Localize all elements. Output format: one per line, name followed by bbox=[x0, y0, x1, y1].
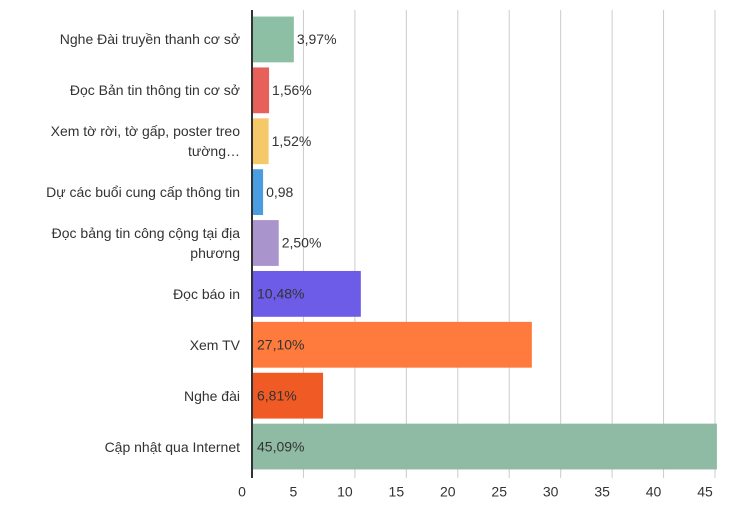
category-text: Đọc Bản tin thông tin cơ sở bbox=[69, 82, 240, 99]
bar bbox=[253, 118, 269, 165]
category-text: Đọc báo in bbox=[173, 285, 240, 302]
value-label: 2,50% bbox=[282, 235, 322, 251]
x-tick-label: 15 bbox=[389, 484, 405, 500]
bar bbox=[253, 423, 717, 470]
x-tick-label: 35 bbox=[594, 484, 610, 500]
bar bbox=[253, 220, 279, 266]
x-tick-label: 30 bbox=[543, 484, 559, 500]
bar bbox=[253, 372, 324, 419]
category-text: Đọc bảng tin công cộng tại địa phương bbox=[51, 224, 240, 261]
category-text: Nghe Đài truyền thanh cơ sở bbox=[59, 31, 240, 48]
value-label: 1,56% bbox=[272, 82, 312, 98]
category-label: Xem TV bbox=[10, 319, 240, 370]
x-tick-label: 10 bbox=[337, 484, 353, 500]
value-label: 0,98 bbox=[266, 184, 293, 200]
category-label: Đọc bảng tin công cộng tại địa phương bbox=[10, 218, 240, 269]
category-label: Xem tờ rời, tờ gấp, poster treo tường… bbox=[10, 116, 240, 167]
x-tick-label: 45 bbox=[697, 484, 713, 500]
x-tick-label: 40 bbox=[646, 484, 662, 500]
category-text: Xem TV bbox=[189, 336, 240, 353]
category-label: Đọc Bản tin thông tin cơ sở bbox=[10, 65, 240, 116]
value-label: 3,97% bbox=[297, 31, 337, 47]
bar bbox=[253, 67, 270, 114]
x-tick-label: 20 bbox=[440, 484, 456, 500]
category-label: Cập nhật qua Internet bbox=[10, 421, 240, 472]
x-tick-label: 0 bbox=[238, 484, 246, 500]
category-label: Dự các buổi cung cấp thông tin bbox=[10, 167, 240, 218]
category-text: Xem tờ rời, tờ gấp, poster treo tường… bbox=[50, 123, 240, 160]
bar bbox=[253, 16, 294, 63]
category-label: Nghe Đài truyền thanh cơ sở bbox=[10, 14, 240, 65]
bar bbox=[253, 169, 264, 216]
category-text: Nghe đài bbox=[183, 387, 240, 404]
category-text: Cập nhật qua Internet bbox=[104, 438, 240, 455]
value-label: 27,10% bbox=[257, 336, 304, 352]
value-label: 45,09% bbox=[257, 438, 304, 454]
bar bbox=[253, 321, 532, 368]
bar bbox=[253, 270, 361, 317]
category-label: Đọc báo in bbox=[10, 268, 240, 319]
x-tick-label: 5 bbox=[290, 484, 298, 500]
x-tick-label: 25 bbox=[491, 484, 507, 500]
category-label: Nghe đài bbox=[10, 370, 240, 421]
value-label: 6,81% bbox=[257, 387, 297, 403]
category-text: Dự các buổi cung cấp thông tin bbox=[46, 184, 240, 201]
value-label: 1,52% bbox=[272, 133, 312, 149]
value-label: 10,48% bbox=[257, 286, 304, 302]
